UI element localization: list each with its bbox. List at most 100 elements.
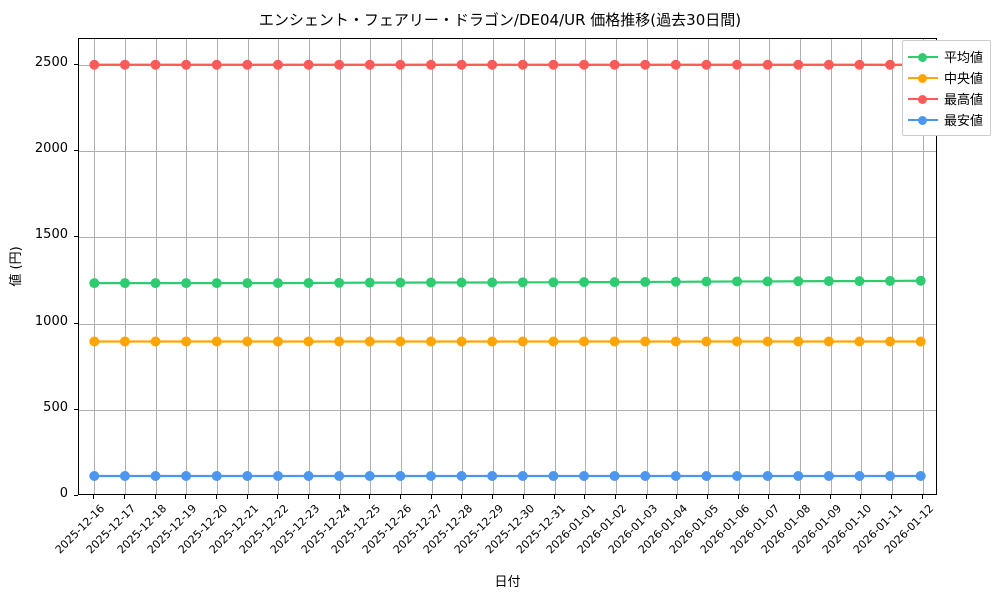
data-point-marker: [609, 336, 620, 347]
data-point-marker: [425, 470, 436, 481]
x-tick-mark: [891, 495, 893, 499]
gridline-vertical: [370, 39, 371, 494]
data-point-marker: [701, 59, 712, 70]
x-tick-mark: [922, 495, 924, 499]
data-point-marker: [89, 470, 100, 481]
data-point-marker: [150, 59, 161, 70]
data-point-marker: [395, 336, 406, 347]
gridline-horizontal: [79, 151, 936, 152]
data-point-marker: [334, 336, 345, 347]
legend-item-3[interactable]: 最高値: [907, 88, 983, 109]
gridline-vertical: [524, 39, 525, 494]
data-point-marker: [242, 59, 253, 70]
x-tick-mark: [738, 495, 740, 499]
data-point-marker: [793, 276, 804, 287]
data-point-marker: [640, 336, 651, 347]
gridline-vertical: [616, 39, 617, 494]
gridline-horizontal: [79, 237, 936, 238]
data-point-marker: [517, 470, 528, 481]
data-point-marker: [670, 276, 681, 287]
x-tick-mark: [615, 495, 617, 499]
y-tick-mark: [74, 323, 78, 325]
data-point-marker: [150, 470, 161, 481]
data-point-marker: [364, 277, 375, 288]
x-tick-mark: [308, 495, 310, 499]
data-point-marker: [762, 59, 773, 70]
y-tick-label: 500: [43, 399, 68, 415]
x-tick-mark: [492, 495, 494, 499]
gridline-vertical: [708, 39, 709, 494]
series-3: [89, 59, 926, 70]
data-point-marker: [915, 470, 926, 481]
data-point-marker: [854, 336, 865, 347]
data-point-marker: [272, 336, 283, 347]
data-point-marker: [242, 470, 253, 481]
data-point-marker: [303, 470, 314, 481]
data-point-marker: [456, 336, 467, 347]
gridline-vertical: [462, 39, 463, 494]
data-point-marker: [793, 336, 804, 347]
data-point-marker: [456, 59, 467, 70]
data-point-marker: [915, 336, 926, 347]
data-point-marker: [119, 470, 130, 481]
data-point-marker: [242, 278, 253, 289]
data-point-marker: [303, 278, 314, 288]
data-point-marker: [885, 470, 896, 481]
data-point-marker: [487, 336, 498, 347]
data-point-marker: [211, 470, 222, 481]
x-tick-mark: [185, 495, 187, 499]
legend-item-label: 平均値: [943, 51, 983, 66]
data-point-marker: [119, 336, 130, 347]
data-point-marker: [732, 59, 743, 70]
data-point-marker: [885, 275, 896, 286]
gridline-vertical: [493, 39, 494, 494]
gridline-vertical: [739, 39, 740, 494]
data-point-marker: [854, 470, 865, 481]
data-point-marker: [181, 278, 192, 289]
legend-item-1[interactable]: 平均値: [907, 46, 983, 67]
x-tick-mark: [799, 495, 801, 499]
data-point-marker: [640, 276, 651, 287]
gridline-vertical: [309, 39, 310, 494]
x-tick-mark: [676, 495, 678, 499]
data-point-marker: [854, 59, 865, 70]
x-tick-mark: [646, 495, 648, 499]
series-2: [89, 336, 926, 347]
data-point-marker: [640, 59, 651, 70]
x-tick-mark: [247, 495, 249, 499]
x-tick-mark: [400, 495, 402, 499]
data-point-marker: [181, 336, 192, 347]
data-point-marker: [119, 59, 130, 70]
gridline-vertical: [585, 39, 586, 494]
y-tick-mark: [74, 236, 78, 238]
data-point-marker: [915, 275, 926, 286]
data-point-marker: [548, 470, 559, 481]
data-point-marker: [364, 336, 375, 347]
gridline-horizontal: [79, 410, 936, 411]
gridline-horizontal: [79, 324, 936, 325]
gridline-vertical: [186, 39, 187, 494]
data-point-marker: [487, 59, 498, 70]
data-point-marker: [548, 277, 559, 288]
y-tick-label: 1000: [34, 313, 68, 329]
data-point-marker: [670, 470, 681, 481]
data-point-marker: [272, 470, 283, 481]
data-point-marker: [885, 59, 896, 70]
legend-swatch-icon: [907, 93, 938, 105]
data-point-marker: [334, 277, 345, 288]
data-point-marker: [762, 470, 773, 481]
y-tick-mark: [74, 495, 78, 497]
x-tick-mark: [155, 495, 157, 499]
data-point-marker: [823, 336, 834, 347]
x-tick-mark: [554, 495, 556, 499]
legend-item-4[interactable]: 最安値: [907, 109, 983, 130]
data-point-marker: [272, 59, 283, 70]
legend-item-label: 最高値: [943, 93, 983, 108]
data-point-marker: [640, 470, 651, 481]
x-tick-mark: [768, 495, 770, 499]
legend-swatch-icon: [907, 51, 938, 63]
series-1: [89, 275, 926, 289]
legend-item-2[interactable]: 中央値: [907, 67, 983, 88]
gridline-vertical: [769, 39, 770, 494]
